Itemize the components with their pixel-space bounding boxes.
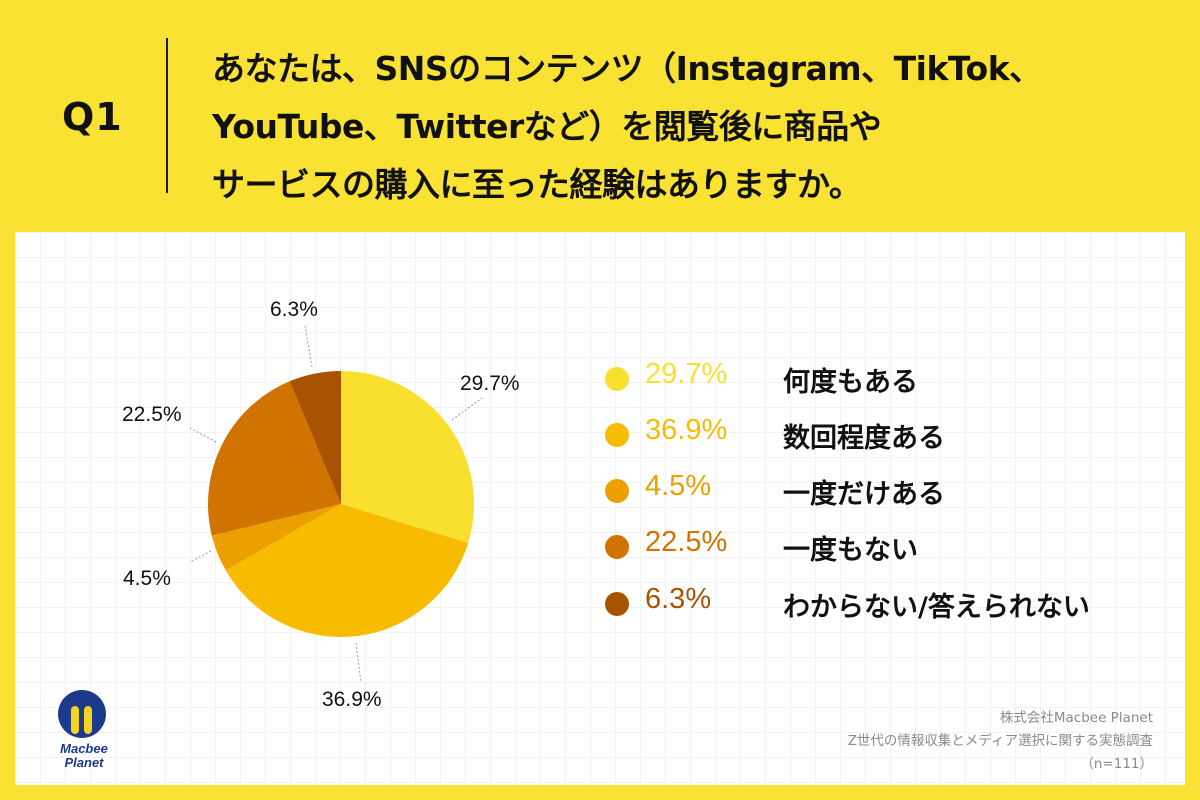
pie-label-36-9: 36.9%	[322, 688, 382, 711]
leader-line-6-3	[304, 324, 313, 368]
logo-mark-icon	[58, 690, 106, 738]
legend-label: わからない/答えられない	[783, 592, 1090, 623]
pie-label-6-3: 6.3%	[270, 298, 318, 321]
pie-slice	[225, 504, 469, 637]
pie-leader-lines	[189, 324, 483, 684]
source-company: 株式会社Macbee Planet	[999, 710, 1153, 726]
pie-label-4-5: 4.5%	[123, 567, 171, 590]
source-survey: Z世代の情報収集とメディア選択に関する実態調査	[847, 733, 1153, 749]
pie-slice	[208, 381, 341, 536]
legend-label: 数回程度ある	[783, 423, 945, 454]
legend-item: 29.7% 何度もある	[605, 358, 1165, 398]
legend-dot-icon	[605, 367, 629, 391]
header-divider	[166, 38, 168, 193]
leader-line-4-5	[189, 550, 212, 563]
legend-item: 6.3% わからない/答えられない	[605, 583, 1165, 623]
legend-percent: 4.5%	[645, 470, 712, 502]
logo-bar-left	[71, 706, 79, 734]
pie-slice	[211, 504, 341, 571]
leader-line-29-7	[451, 397, 483, 421]
legend-percent: 36.9%	[645, 414, 728, 446]
pie-label-22-5: 22.5%	[122, 403, 182, 426]
pie-slice	[289, 371, 341, 504]
question-label: Q1	[62, 95, 123, 139]
source-note: 株式会社Macbee Planet Z世代の情報収集とメディア選択に関する実態調…	[848, 707, 1153, 776]
pie-slice	[341, 371, 474, 543]
logo-text: Macbee Planet	[48, 742, 120, 770]
logo-bar-right	[84, 706, 92, 734]
legend-label: 一度もない	[783, 535, 918, 566]
legend-item: 36.9% 数回程度ある	[605, 414, 1165, 454]
legend-item: 4.5% 一度だけある	[605, 470, 1165, 510]
legend-dot-icon	[605, 479, 629, 503]
source-sample: （n=111）	[1080, 756, 1153, 772]
pie-label-29-7: 29.7%	[460, 372, 520, 395]
legend-percent: 6.3%	[645, 583, 712, 615]
legend-percent: 29.7%	[645, 358, 728, 390]
leader-line-36-9	[355, 642, 362, 684]
logo-text-line-1: Macbee	[60, 741, 108, 756]
logo-text-line-2: Planet	[64, 755, 104, 770]
legend-label: 一度だけある	[783, 479, 945, 510]
question-title: あなたは、SNSのコンテンツ（Instagram、TikTok、 YouTube…	[212, 40, 1172, 214]
leader-line-22-5	[189, 427, 217, 443]
legend-dot-icon	[605, 535, 629, 559]
legend-label: 何度もある	[783, 367, 918, 398]
question-title-line-3: サービスの購入に至った経験はありますか。	[212, 165, 862, 204]
question-title-line-2: YouTube、Twitterなど）を閲覧後に商品や	[212, 107, 882, 146]
legend-item: 22.5% 一度もない	[605, 526, 1165, 566]
pie-slices	[208, 371, 474, 637]
legend-dot-icon	[605, 423, 629, 447]
question-title-line-1: あなたは、SNSのコンテンツ（Instagram、TikTok、	[212, 49, 1042, 88]
legend-percent: 22.5%	[645, 526, 728, 558]
legend-dot-icon	[605, 592, 629, 616]
